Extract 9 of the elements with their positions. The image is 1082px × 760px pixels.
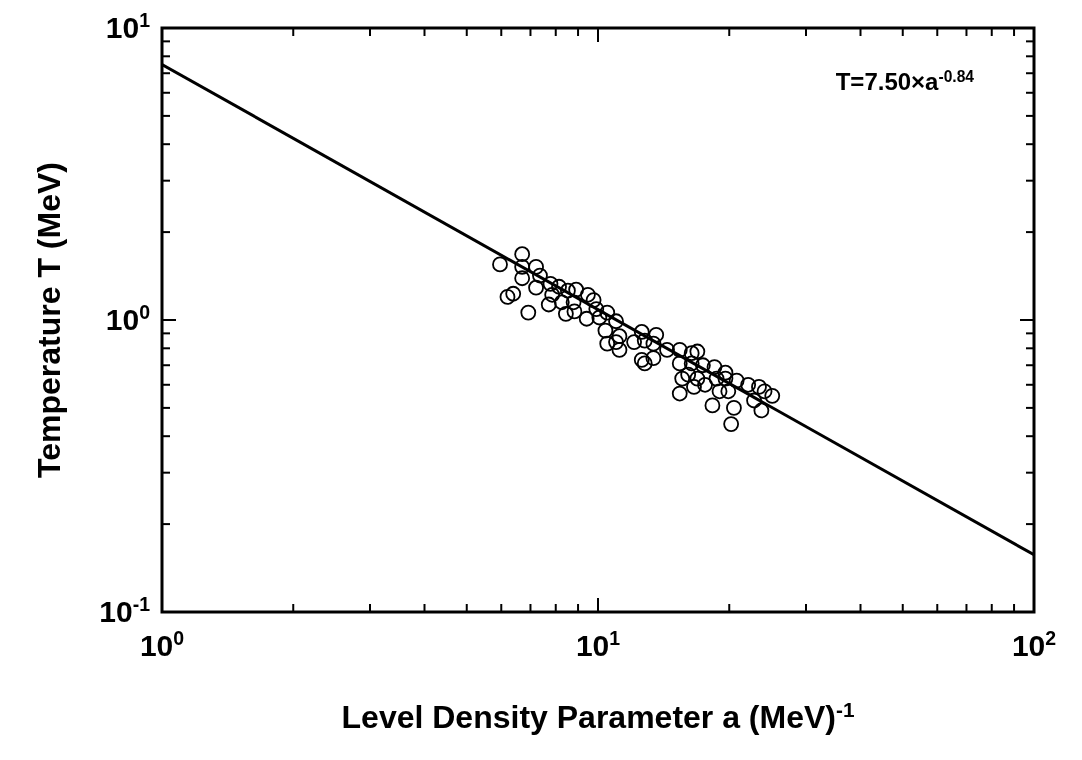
y-axis-title: Temperature T (MeV) <box>31 162 67 478</box>
y-tick-label: 10$^{-1}$ <box>99 593 151 628</box>
x-axis-title: Level Density Parameter a (MeV)$^{-1}$ <box>341 697 855 735</box>
y-tick-label: 10$^{1}$ <box>105 9 151 44</box>
x-tick-label: 10$^{0}$ <box>139 627 185 662</box>
y-tick-label: 10$^{0}$ <box>105 301 151 336</box>
annotation: T=7.50×a$^{-0.84}$ <box>835 67 975 95</box>
x-tick-label: 10$^{1}$ <box>575 627 621 662</box>
x-tick-label: 10$^{2}$ <box>1011 627 1057 662</box>
